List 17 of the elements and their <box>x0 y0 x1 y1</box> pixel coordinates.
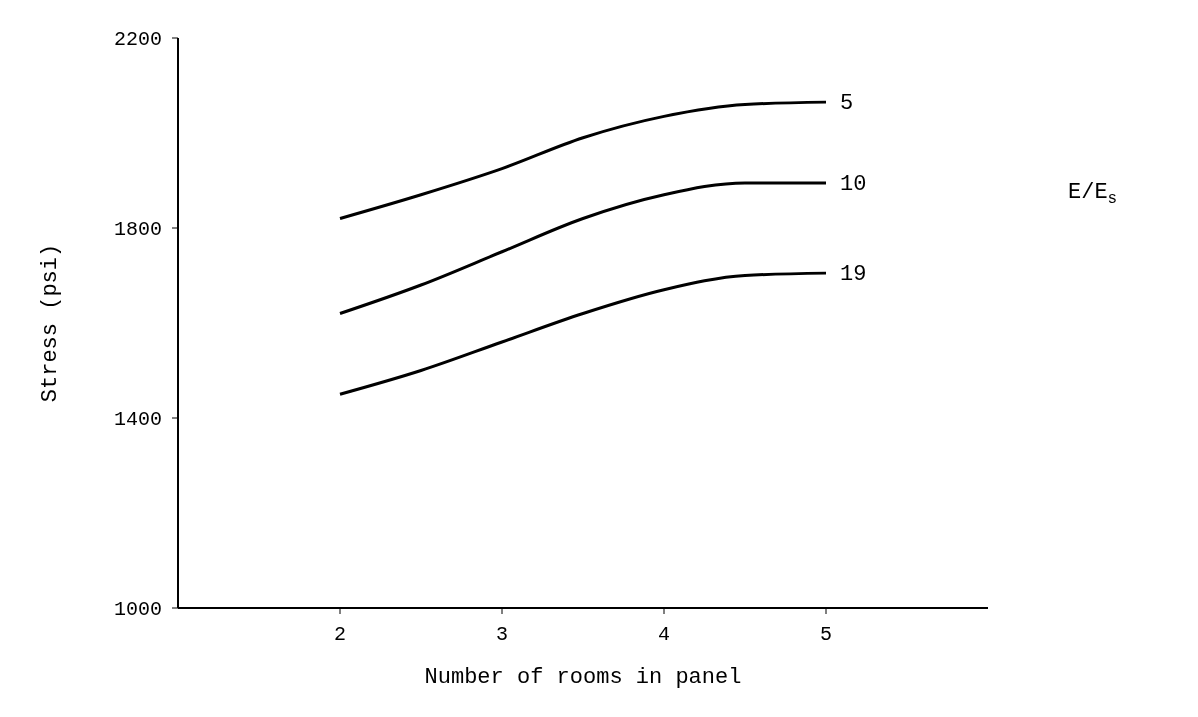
x-tick-label: 2 <box>333 623 347 647</box>
line-series <box>338 271 828 396</box>
x-tick-label: 5 <box>819 623 833 647</box>
line-series <box>338 100 828 220</box>
x-axis-title: Number of rooms in panel <box>424 665 742 690</box>
x-tick-label: 3 <box>495 623 509 647</box>
series-label: 5 <box>840 91 854 117</box>
line-series <box>338 181 828 315</box>
x-tick-label: 4 <box>657 623 671 647</box>
y-tick-label: 1000 <box>113 598 162 622</box>
series-label: 19 <box>840 262 867 288</box>
y-axis-title: Stress (psi) <box>37 243 63 403</box>
legend-title: E/E$_{s}$ <box>1068 180 1118 208</box>
series-label: 10 <box>840 171 867 197</box>
y-tick-label: 1400 <box>113 408 162 432</box>
y-tick-label: 2200 <box>113 28 162 52</box>
y-tick-label: 1800 <box>113 218 162 242</box>
